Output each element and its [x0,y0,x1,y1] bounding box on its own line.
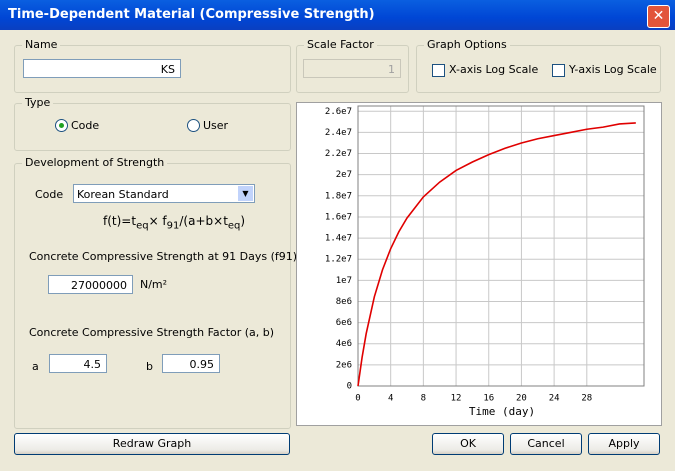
y-tick-label: 4e6 [336,339,352,349]
x-tick-label: 24 [549,394,560,404]
group-label: Type [22,96,54,109]
radio-label: Code [71,119,100,132]
x-tick-label: 16 [483,394,494,404]
y-tick-label: 2e6 [336,360,352,370]
y-tick-label: 1.4e7 [325,234,352,244]
name-input[interactable]: KS [23,59,181,78]
group-label: Name [22,38,61,51]
code-select[interactable]: Korean Standard ▼ [73,184,255,203]
y-tick-label: 8e6 [336,297,352,307]
b-input[interactable]: 0.95 [162,354,220,373]
graph-options-group: Graph Options X-axis Log Scale Y-axis Lo… [416,38,661,93]
x-tick-label: 20 [516,394,527,404]
formula-sub: eq [227,220,241,232]
type-group: Type Code User [14,96,291,151]
y-tick-label: 1.2e7 [325,255,352,265]
checkbox-label: Y-axis Log Scale [569,63,657,76]
data-line [357,122,636,387]
y-tick-label: 0 [347,382,352,392]
a-label: a [32,360,39,373]
checkbox[interactable] [432,64,445,77]
y-tick-label: 1.8e7 [325,191,352,201]
formula: f(t)=teq× f91/(a+b×teq) [103,214,245,231]
x-tick-label: 12 [451,394,462,404]
name-group: Name KS [14,38,291,93]
window-title: Time-Dependent Material (Compressive Str… [8,7,375,22]
code-value: Korean Standard [77,188,169,201]
a-input[interactable]: 4.5 [49,354,107,373]
chart: Time (day) 0 2e6 4e6 6e6 8e6 1e7 1.2e7 1.4e7 1.6… [296,102,662,426]
group-label: Graph Options [424,38,510,51]
y-tick-label: 1.6e7 [325,212,352,222]
factor-label: Concrete Compressive Strength Factor (a,… [29,326,275,339]
x-axis-title: Time (day) [469,405,535,418]
y-tick-label: 2e7 [336,170,352,180]
x-tick-label: 28 [581,394,592,404]
radio-label: User [203,119,229,132]
x-tick-label: 4 [388,394,393,404]
plot-frame [357,105,645,387]
group-label: Scale Factor [304,38,377,51]
formula-part: ) [240,214,246,228]
f91-input[interactable]: 27000000 [48,275,133,294]
formula-part: /(a+b×t [179,214,228,228]
radio[interactable] [55,119,68,132]
group-label: Development of Strength [22,156,168,169]
formula-part: × f [148,214,167,228]
cancel-button[interactable]: Cancel [510,433,582,455]
y-tick-label: 1e7 [336,276,352,286]
code-label: Code [35,188,64,201]
formula-sub: 91 [166,220,180,232]
f91-label: Concrete Compressive Strength at 91 Days… [29,250,298,263]
checkbox[interactable] [552,64,565,77]
redraw-button[interactable]: Redraw Graph [14,433,290,455]
y-tick-label: 6e6 [336,318,352,328]
radio[interactable] [187,119,200,132]
x-tick-label: 8 [421,394,426,404]
scale-input: 1 [303,59,401,78]
y-tick-label: 2.6e7 [325,107,352,117]
checkbox-label: X-axis Log Scale [449,63,539,76]
formula-sub: eq [136,220,149,232]
title-bar: Time-Dependent Material (Compressive Str… [0,0,675,30]
y-tick-label: 2.4e7 [325,128,352,138]
f91-unit: N/m² [140,278,168,291]
development-group: Development of Strength Code Korean Stan… [14,156,297,429]
scale-group: Scale Factor 1 [296,38,409,93]
close-button[interactable]: ✕ [647,5,670,28]
formula-part: f(t)=t [103,214,137,228]
y-tick-label: 2.2e7 [325,149,352,159]
apply-button[interactable]: Apply [588,433,660,455]
x-tick-label: 0 [355,394,360,404]
ok-button[interactable]: OK [432,433,504,455]
b-label: b [146,360,153,373]
